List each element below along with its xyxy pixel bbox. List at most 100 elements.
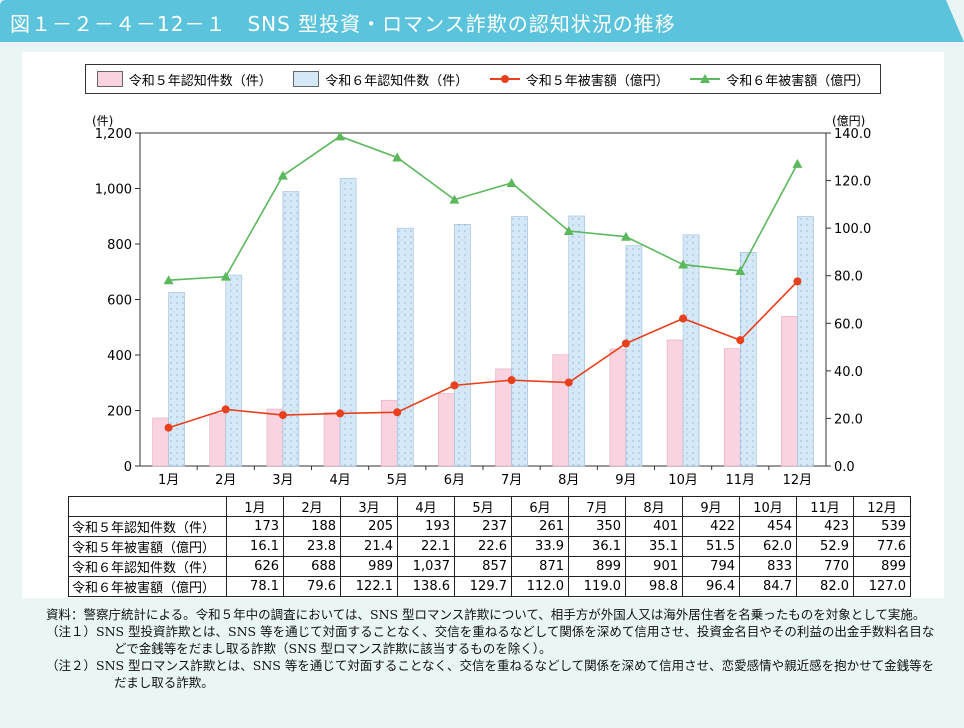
point-r6-damage bbox=[506, 177, 517, 187]
table-cell: 871 bbox=[511, 556, 569, 577]
table-cell: 35.1 bbox=[625, 536, 683, 557]
table-cell: 22.6 bbox=[454, 536, 512, 557]
legend-swatch bbox=[96, 71, 123, 87]
point-r5-damage bbox=[336, 409, 345, 418]
table-cell: 9月 bbox=[682, 496, 740, 517]
legend-swatch bbox=[293, 71, 320, 87]
legend-label: 令和６年被害額（億円） bbox=[726, 73, 870, 89]
point-r6-damage bbox=[792, 158, 803, 168]
table-cell: 8月 bbox=[625, 496, 683, 517]
x-tick-label: 10月 bbox=[668, 473, 698, 488]
point-r5-damage bbox=[507, 376, 516, 385]
table-cell: 454 bbox=[739, 516, 797, 537]
legend-label: 令和５年認知件数（件） bbox=[128, 73, 272, 89]
bar-r5-count bbox=[666, 339, 684, 467]
left-tick-label: 400 bbox=[107, 349, 132, 364]
point-r6-damage bbox=[620, 231, 631, 241]
table-cell: 188 bbox=[283, 516, 341, 537]
row-header: 令和５年認知件数（件） bbox=[68, 516, 227, 537]
table-cell: 112.0 bbox=[511, 576, 569, 597]
table-cell: 5月 bbox=[454, 496, 512, 517]
table-cell: 401 bbox=[625, 516, 683, 537]
x-tick-label: 8月 bbox=[558, 473, 579, 488]
table-cell: 539 bbox=[853, 516, 911, 537]
bar-r5-count bbox=[723, 348, 741, 467]
note-2: （注２）SNS 型ロマンス詐欺とは、SNS 等を通じて対面することなく、交信を重… bbox=[46, 658, 935, 690]
table-cell: 173 bbox=[226, 516, 284, 537]
right-tick-label: 100.0 bbox=[834, 222, 871, 237]
x-tick-label: 11月 bbox=[725, 473, 755, 488]
figure-title: 図１－２－４－12－１ SNS 型投資・ロマンス詐欺の認知状況の推移 bbox=[10, 12, 676, 36]
table-cell: 422 bbox=[682, 516, 740, 537]
table-row: 令和６年被害額（億円） 78.1 79.6 122.1 138.6 129.7 112.0 1… bbox=[68, 576, 911, 597]
source-note: 資料：警察庁統計による。令和５年中の調査においては、SNS 型ロマンス詐欺につい… bbox=[46, 607, 926, 622]
table-cell: 688 bbox=[283, 556, 341, 577]
legend-label: 令和５年被害額（億円） bbox=[525, 73, 669, 89]
table-cell: 23.8 bbox=[283, 536, 341, 557]
left-tick-label: 0 bbox=[124, 460, 132, 475]
left-tick-label: 1,200 bbox=[95, 127, 132, 142]
x-tick-label: 1月 bbox=[158, 473, 179, 488]
point-r6-damage bbox=[163, 275, 174, 285]
bar-r6-count bbox=[339, 177, 357, 467]
bar-r5-count bbox=[438, 393, 455, 467]
table-cell: 77.6 bbox=[853, 536, 911, 557]
table-row: 令和５年被害額（億円） 16.1 23.8 21.4 22.1 22.6 33.9 36.1 3… bbox=[68, 536, 911, 557]
point-r5-damage bbox=[450, 381, 459, 390]
x-tick-label: 3月 bbox=[272, 473, 293, 488]
notes: 資料：警察庁統計による。令和５年中の調査においては、SNS 型ロマンス詐欺につい… bbox=[46, 606, 936, 691]
bar-r5-count bbox=[552, 354, 570, 467]
point-r6-damage bbox=[678, 259, 689, 269]
note-1: （注１）SNS 型投資詐欺とは、SNS 等を通じて対面することなく、交信を重ねる… bbox=[46, 624, 935, 656]
table-cell: 78.1 bbox=[226, 576, 284, 597]
point-r5-damage bbox=[793, 277, 802, 286]
table-cell: 350 bbox=[568, 516, 626, 537]
table-cell: 12月 bbox=[853, 496, 911, 517]
legend-line-circle bbox=[489, 75, 520, 83]
table-cell: 79.6 bbox=[283, 576, 341, 597]
right-tick-label: 40.0 bbox=[834, 365, 863, 380]
table-cell: 11月 bbox=[796, 496, 854, 517]
x-tick-label: 7月 bbox=[501, 473, 522, 488]
legend-item-r6-damage: 令和６年被害額（億円） bbox=[690, 70, 869, 89]
bar-r6-count bbox=[739, 252, 757, 467]
table-cell: 21.4 bbox=[340, 536, 398, 557]
x-tick-label: 9月 bbox=[615, 473, 636, 488]
right-tick-label: 140.0 bbox=[834, 127, 871, 142]
table-cell: 6月 bbox=[511, 496, 569, 517]
bar-r6-count bbox=[511, 216, 528, 467]
point-r5-damage bbox=[679, 314, 688, 323]
legend-item-r6-count: 令和６年認知件数（件） bbox=[293, 70, 468, 89]
legend-label: 令和６年認知件数（件） bbox=[325, 73, 469, 89]
legend-item-r5-damage: 令和５年被害額（億円） bbox=[489, 70, 669, 89]
row-header bbox=[68, 496, 227, 517]
point-r5-damage bbox=[621, 339, 630, 348]
point-r6-damage bbox=[735, 265, 746, 275]
right-tick-label: 20.0 bbox=[834, 412, 863, 427]
left-tick-label: 1,000 bbox=[95, 183, 132, 198]
table-cell: 52.9 bbox=[796, 536, 854, 557]
table-cell: 62.0 bbox=[739, 536, 797, 557]
point-r6-damage bbox=[563, 225, 574, 235]
point-r5-damage bbox=[393, 408, 402, 417]
table-cell: 205 bbox=[340, 516, 398, 537]
right-tick-label: 120.0 bbox=[834, 175, 871, 190]
table-cell: 989 bbox=[340, 556, 398, 577]
bar-r6-count bbox=[396, 227, 414, 467]
row-header: 令和６年被害額（億円） bbox=[68, 576, 227, 597]
legend: 令和５年認知件数（件） 令和６年認知件数（件） 令和５年被害額（億円） 令和６年… bbox=[85, 64, 881, 94]
table-cell: 193 bbox=[397, 516, 455, 537]
bar-r6-count bbox=[454, 223, 471, 467]
table-cell: 1,037 bbox=[397, 556, 455, 577]
point-r6-damage bbox=[277, 170, 288, 180]
table-cell: 122.1 bbox=[340, 576, 398, 597]
bar-r5-count bbox=[495, 368, 512, 467]
bar-r5-count bbox=[609, 348, 627, 467]
table-cell: 4月 bbox=[397, 496, 455, 517]
bar-r6-count bbox=[568, 215, 586, 467]
left-tick-label: 800 bbox=[107, 238, 132, 253]
point-r6-damage bbox=[220, 271, 231, 281]
left-axis-unit: (件) bbox=[92, 114, 113, 128]
bar-r6-count bbox=[225, 274, 243, 467]
table-header-row: 1月 2月 3月 4月 5月 6月 7月 8月 9月 10月 11月 12月 bbox=[68, 496, 911, 517]
